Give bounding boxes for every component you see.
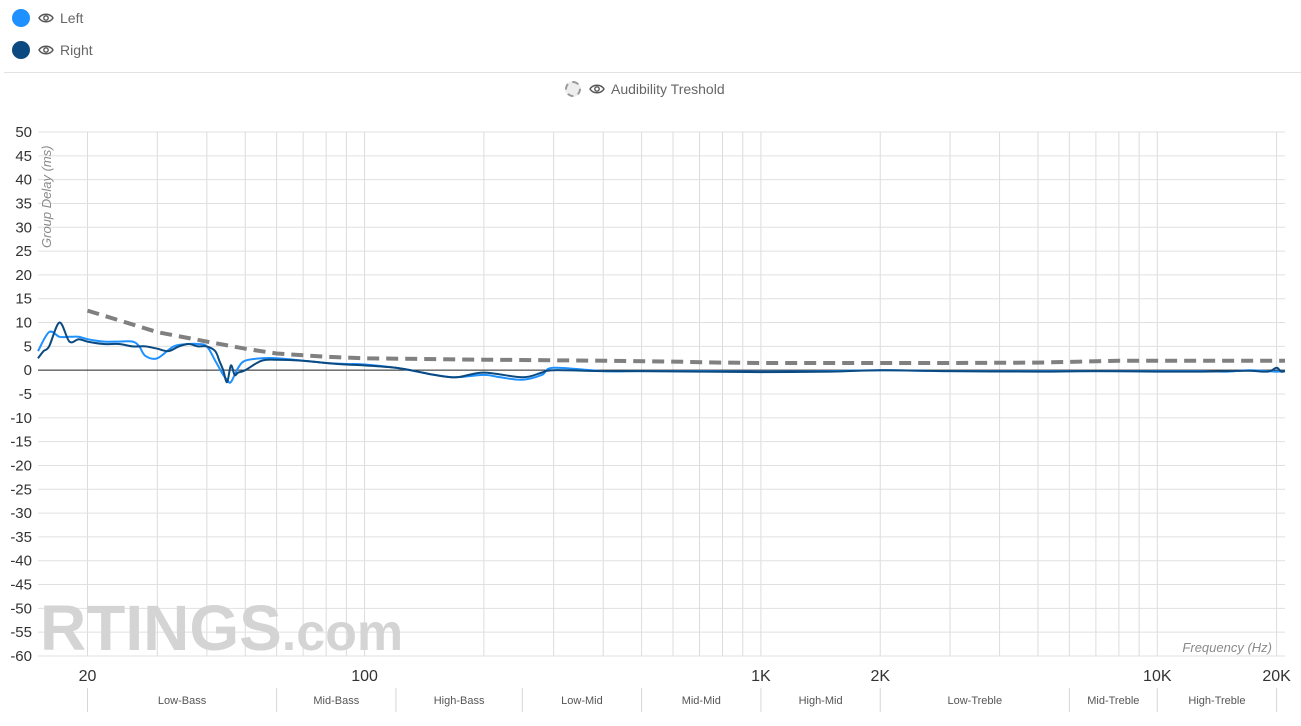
x-tick-label: 1K: [751, 668, 771, 685]
y-tick-label: 35: [15, 195, 32, 212]
vertical-gridlines: [87, 132, 1278, 656]
y-tick-label: -30: [10, 505, 32, 522]
y-tick-label: 50: [15, 124, 32, 141]
band-label: Low-Mid: [561, 695, 603, 707]
y-tick-label: 20: [15, 267, 32, 284]
band-label: Low-Bass: [158, 695, 207, 707]
right-color-swatch: [12, 41, 30, 59]
y-tick-label: -45: [10, 577, 32, 594]
threshold-swatch: [565, 81, 581, 97]
band-label: Mid-Mid: [682, 695, 721, 707]
y-tick-label: 45: [15, 148, 32, 165]
y-tick-label: 0: [24, 362, 32, 379]
band-label: Low-Treble: [947, 695, 1002, 707]
band-label: High-Treble: [1188, 695, 1245, 707]
y-tick-label: -50: [10, 600, 32, 617]
x-tick-labels: 20 100 1K 2K 10K 20K: [79, 668, 1292, 685]
band-label: Mid-Treble: [1087, 695, 1139, 707]
legend-label-audibility-threshold: Audibility Treshold: [611, 81, 725, 97]
y-tick-label: 10: [15, 315, 32, 332]
x-axis-title: Frequency (Hz): [1182, 640, 1272, 655]
legend-label-right: Right: [60, 42, 93, 58]
x-tick-label: 100: [351, 668, 378, 685]
legend-divider: [4, 72, 1301, 73]
y-tick-label: -55: [10, 624, 32, 641]
series-line-right: [37, 321, 1286, 384]
band-label: High-Bass: [434, 695, 485, 707]
legend-label-left: Left: [60, 10, 84, 26]
frequency-bands: Low-Bass Mid-Bass High-Bass Low-Mid Mid-Mid H…: [87, 688, 1278, 712]
y-tick-label: 25: [15, 243, 32, 260]
x-tick-label: 20K: [1262, 668, 1291, 685]
legend-item-right[interactable]: Right: [12, 39, 93, 61]
y-tick-label: 30: [15, 219, 32, 236]
rtings-watermark: RTINGS.com: [40, 592, 403, 664]
y-tick-label: -25: [10, 481, 32, 498]
y-tick-label: -5: [19, 386, 32, 403]
band-label: Mid-Bass: [313, 695, 359, 707]
y-tick-label: 15: [15, 291, 32, 308]
x-tick-label: 2K: [870, 668, 890, 685]
y-tick-label: -20: [10, 457, 32, 474]
x-tick-label: 10K: [1143, 668, 1172, 685]
series-line-audibility-treshold: [86, 308, 1285, 365]
legend-item-audibility-threshold[interactable]: Audibility Treshold: [565, 78, 725, 100]
band-label: High-Mid: [799, 695, 843, 707]
y-tick-label: -15: [10, 434, 32, 451]
y-tick-label: -60: [10, 648, 32, 665]
eye-icon[interactable]: [589, 83, 605, 95]
y-tick-label: -10: [10, 410, 32, 427]
y-tick-label: 40: [15, 172, 32, 189]
watermark-brand: RTINGS: [40, 592, 282, 664]
y-tick-label: -40: [10, 553, 32, 570]
watermark-suffix: .com: [282, 604, 403, 662]
eye-icon[interactable]: [38, 12, 54, 24]
left-color-swatch: [12, 9, 30, 27]
series-lines: [37, 308, 1286, 384]
y-axis-title: Group Delay (ms): [39, 145, 54, 248]
eye-icon[interactable]: [38, 44, 54, 56]
horizontal-gridlines: [38, 131, 1285, 657]
y-tick-labels: 50454035302520151050-5-10-15-20-25-30-35…: [10, 124, 32, 665]
legend-item-left[interactable]: Left: [12, 7, 83, 29]
y-tick-label: 5: [24, 338, 32, 355]
x-tick-label: 20: [79, 668, 97, 685]
y-tick-label: -35: [10, 529, 32, 546]
